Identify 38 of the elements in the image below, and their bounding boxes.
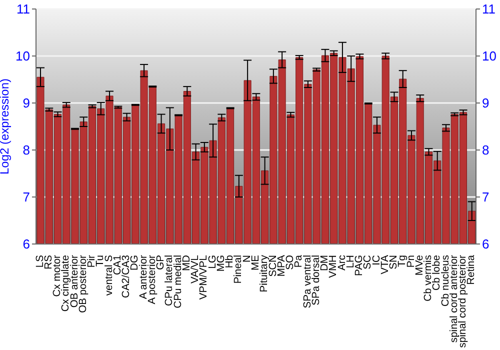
x-tick-label: RS xyxy=(43,254,54,270)
x-tick-label: OB anterior xyxy=(69,254,80,308)
x-tick-label: IC xyxy=(371,254,382,266)
x-tick-label: VMH xyxy=(328,255,340,278)
y-tick-label: 10 xyxy=(16,48,30,64)
y-tick-label: 11 xyxy=(16,2,30,17)
x-tick-label: ME xyxy=(250,254,262,270)
y2-tick-label: 8 xyxy=(482,142,490,158)
y-axis-title: Log2 (expression) xyxy=(0,78,12,175)
x-tick-label: Cb nucleus xyxy=(440,255,452,307)
x-tick-label: A posterior xyxy=(146,254,158,304)
x-tick-label: SPa dorsal xyxy=(310,255,322,306)
x-tick-label: CPu medial xyxy=(172,255,184,308)
x-tick-label: N xyxy=(242,255,253,262)
x-tick-label: spinal cord posterior xyxy=(458,254,469,348)
y2-tick-label: 11 xyxy=(482,2,496,17)
y2-tick-label: 7 xyxy=(482,190,490,205)
x-tick-label: DG xyxy=(130,255,141,270)
y2-tick-label: 9 xyxy=(482,96,490,111)
y-tick-label: 9 xyxy=(22,96,30,111)
x-tick-label: SCN xyxy=(268,255,279,277)
x-tick-label: spinal cord anterior xyxy=(448,254,460,343)
x-tick-label: Pa xyxy=(294,254,305,268)
y2-tick-label: 10 xyxy=(482,48,496,64)
x-tick-label: MVe xyxy=(414,254,426,276)
y-tick-label: 7 xyxy=(22,190,30,205)
x-tick-label: Pn xyxy=(406,254,417,268)
y2-tick-label: 6 xyxy=(482,236,490,252)
x-tick-label: Arc xyxy=(336,255,348,270)
x-tick-label: Retina xyxy=(466,254,478,285)
x-tick-label: Pineal xyxy=(233,255,244,284)
y-tick-label: 6 xyxy=(22,236,30,252)
x-tick-label: A anterior xyxy=(138,254,150,300)
x-tick-label: Tg xyxy=(397,254,408,268)
x-tick-label: OB posterior xyxy=(78,254,89,313)
x-tick-label: Pituitary xyxy=(259,254,270,292)
y-tick-label: 8 xyxy=(22,142,30,158)
x-tick-label: Cb lobe xyxy=(432,254,443,290)
